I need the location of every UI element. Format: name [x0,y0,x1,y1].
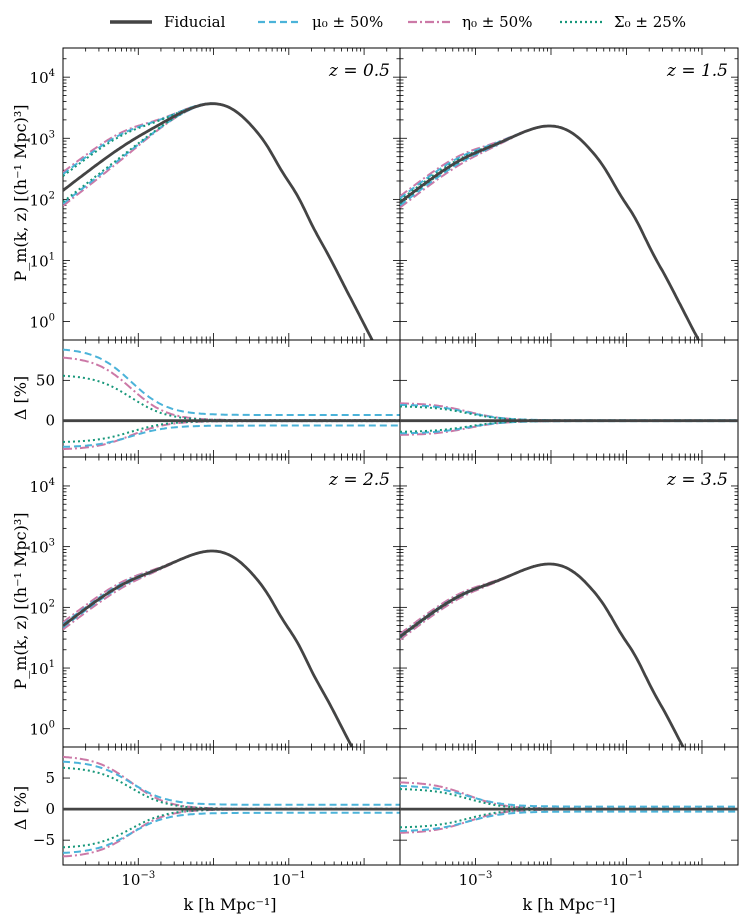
y-tick-label: 103 [30,129,55,148]
y-tick-label: 100 [30,720,55,739]
ratio-curve-sig-upper [63,374,400,422]
ratio-curve-eta-upper [63,755,400,810]
y-axis-label-ratio-lower: Δ [%] [11,786,30,830]
y-tick-label: 0 [45,800,55,818]
ratio-curve-sig-upper [400,405,738,422]
curve-eta-upper [63,102,374,340]
power-panel-frame [399,47,739,341]
curve-fiducial [400,124,701,340]
ratio-curve-eta-upper [400,402,738,422]
redshift-label: z = 0.5 [328,61,390,81]
curve-sig-upper [63,102,374,340]
ratio-curve-eta-upper [63,356,400,422]
ratio-curve-mu-lower [63,811,400,854]
x-axis-label-right: k [h Mpc⁻¹] [522,895,615,914]
legend: Fiducial μ₀ ± 50% η₀ ± 50% Σ₀ ± 25% [110,13,686,31]
y-tick-label: 103 [30,538,55,557]
curve-eta-lower [63,102,374,340]
ratio-curve-eta-upper [400,781,738,810]
redshift-label: z = 2.5 [328,470,390,490]
ratio-curve-mu-lower [63,424,400,448]
x-tick-label: 10−3 [121,870,155,889]
y-axis-label-power-upper: P_m(k, z) [(h⁻¹ Mpc)³] [11,104,30,281]
y-tick-label: 0 [45,412,55,430]
y-tick-label: 102 [30,598,55,617]
curve-fiducial [63,102,374,340]
ratio-curve-mu-lower [400,810,738,832]
curve-mu-upper [63,550,354,747]
ratio-curve-mu-upper [63,760,400,806]
power-panel-frame [62,456,401,748]
curve-mu-lower [63,550,354,747]
redshift-label: z = 1.5 [666,61,728,81]
ratio-panel-frame [62,339,401,458]
curve-mu-lower [63,102,374,340]
y-tick-label: 50 [36,371,55,389]
y-tick-label: 101 [30,251,55,270]
ratio-panel-frame [399,339,739,458]
ratio-curve-mu-upper [400,785,738,808]
curve-sig-lower [63,102,374,340]
ratio-panel-frame [399,746,739,866]
curve-fiducial [400,562,685,747]
curve-eta-upper [63,549,354,747]
ratio-curve-mu-lower [400,420,738,435]
y-tick-label: 5 [45,769,55,787]
legend-label-sig: Σ₀ ± 25% [614,13,686,31]
ratio-curve-eta-lower [63,808,400,858]
curve-sig-upper [63,550,354,747]
ratio-curve-mu-upper [400,403,738,422]
ratio-panel-frame [62,746,401,866]
ratio-curve-eta-lower [400,808,738,834]
y-tick-label: 101 [30,659,55,678]
legend-label-mu: μ₀ ± 50% [312,13,383,31]
ratio-curve-sig-upper [63,766,400,810]
curve-sig-lower [63,550,354,747]
ratio-curve-mu-upper [63,348,400,416]
curve-eta-lower [400,125,700,340]
ratio-curve-sig-lower [63,420,400,443]
x-tick-label: 10−1 [610,870,644,889]
curve-eta-lower [63,549,354,747]
y-axis-label-power-lower: P_m(k, z) [(h⁻¹ Mpc)³] [11,512,30,689]
x-tick-label: 10−1 [272,870,306,889]
y-tick-label: 104 [30,477,55,496]
y-tick-label: 104 [30,68,55,87]
y-tick-label: 102 [30,190,55,209]
x-axis-label-left: k [h Mpc⁻¹] [183,895,276,914]
curve-mu-upper [63,102,374,340]
y-axis-label-ratio-upper: Δ [%] [11,376,30,420]
ratio-curve-sig-lower [400,419,738,433]
legend-label-fid: Fiducial [164,13,226,31]
y-tick-label: 100 [30,313,55,332]
curve-fiducial [63,549,354,747]
y-tick-label: −5 [33,831,55,849]
redshift-label: z = 3.5 [666,470,728,490]
legend-label-eta: η₀ ± 50% [462,13,532,31]
ratio-curve-sig-lower [63,808,400,849]
x-tick-label: 10−3 [459,870,493,889]
